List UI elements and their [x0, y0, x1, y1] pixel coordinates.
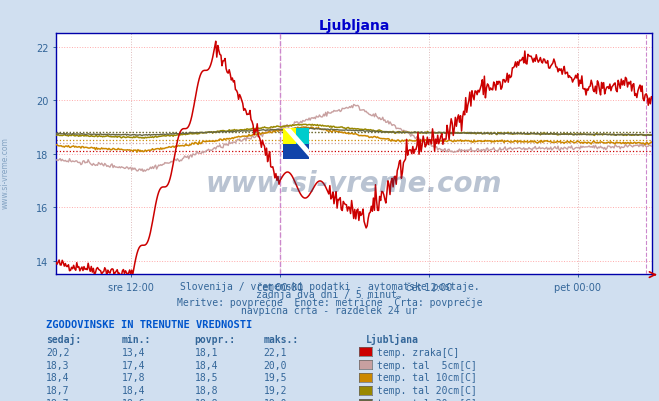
- Text: 18,7: 18,7: [46, 398, 70, 401]
- Text: Meritve: povprečne  Enote: metrične  Črta: povprečje: Meritve: povprečne Enote: metrične Črta:…: [177, 296, 482, 308]
- Text: 18,4: 18,4: [122, 385, 146, 395]
- Text: zadnja dva dni / 5 minut.: zadnja dva dni / 5 minut.: [256, 290, 403, 300]
- Text: 17,8: 17,8: [122, 373, 146, 383]
- Text: 18,8: 18,8: [194, 385, 218, 395]
- Text: 19,0: 19,0: [264, 398, 287, 401]
- Text: 22,1: 22,1: [264, 347, 287, 357]
- Text: 13,4: 13,4: [122, 347, 146, 357]
- Text: 18,6: 18,6: [122, 398, 146, 401]
- Text: temp. zraka[C]: temp. zraka[C]: [377, 347, 459, 357]
- Text: temp. tal 20cm[C]: temp. tal 20cm[C]: [377, 385, 477, 395]
- Text: min.:: min.:: [122, 334, 152, 344]
- Text: temp. tal  5cm[C]: temp. tal 5cm[C]: [377, 360, 477, 370]
- Text: 17,4: 17,4: [122, 360, 146, 370]
- Bar: [296, 129, 309, 144]
- Text: ZGODOVINSKE IN TRENUTNE VREDNOSTI: ZGODOVINSKE IN TRENUTNE VREDNOSTI: [46, 319, 252, 329]
- Text: maks.:: maks.:: [264, 334, 299, 344]
- Text: Slovenija / vremenski podatki - avtomatske postaje.: Slovenija / vremenski podatki - avtomats…: [180, 282, 479, 292]
- Text: 18,4: 18,4: [194, 360, 218, 370]
- Text: www.si-vreme.com: www.si-vreme.com: [1, 137, 10, 208]
- Text: povpr.:: povpr.:: [194, 334, 235, 344]
- Bar: [283, 129, 296, 144]
- Text: Ljubljana: Ljubljana: [366, 333, 418, 344]
- Text: 20,0: 20,0: [264, 360, 287, 370]
- Bar: [283, 144, 309, 159]
- Text: temp. tal 30cm[C]: temp. tal 30cm[C]: [377, 398, 477, 401]
- Text: 19,2: 19,2: [264, 385, 287, 395]
- Polygon shape: [284, 129, 309, 158]
- Text: www.si-vreme.com: www.si-vreme.com: [206, 169, 502, 197]
- Text: 18,5: 18,5: [194, 373, 218, 383]
- Text: 18,4: 18,4: [46, 373, 70, 383]
- Text: 18,7: 18,7: [46, 385, 70, 395]
- Text: 18,3: 18,3: [46, 360, 70, 370]
- Title: Ljubljana: Ljubljana: [318, 19, 390, 33]
- Text: temp. tal 10cm[C]: temp. tal 10cm[C]: [377, 373, 477, 383]
- Text: 20,2: 20,2: [46, 347, 70, 357]
- Text: 18,1: 18,1: [194, 347, 218, 357]
- Text: 19,5: 19,5: [264, 373, 287, 383]
- Text: sedaj:: sedaj:: [46, 333, 81, 344]
- Text: navpična črta - razdelek 24 ur: navpična črta - razdelek 24 ur: [241, 305, 418, 316]
- Text: 18,8: 18,8: [194, 398, 218, 401]
